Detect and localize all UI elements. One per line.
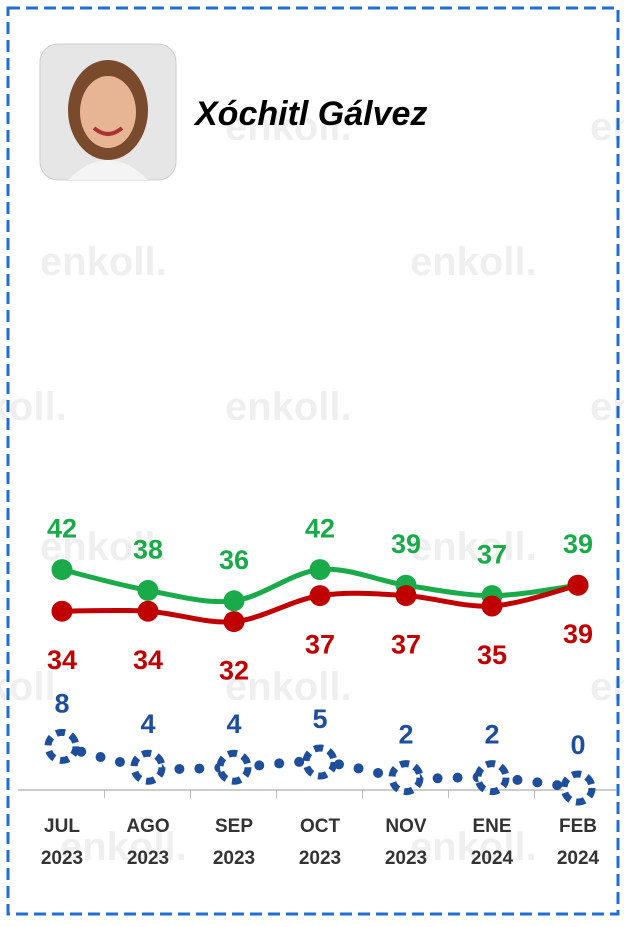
- marker: [52, 601, 73, 622]
- marker: [224, 590, 245, 611]
- marker: [138, 580, 159, 601]
- value-label: 4: [226, 709, 241, 739]
- marker: [568, 575, 589, 596]
- value-label: 2: [484, 720, 499, 750]
- marker: [48, 732, 76, 760]
- value-label: 39: [563, 619, 593, 649]
- marker: [392, 764, 420, 792]
- watermark: enkoll.: [590, 105, 624, 149]
- watermark: enkoll.: [590, 385, 624, 429]
- value-label: 42: [47, 514, 77, 544]
- portrait: [40, 44, 176, 180]
- x-tick-label: ENE: [472, 816, 511, 837]
- x-tick-label: 2024: [557, 848, 600, 869]
- marker: [134, 753, 162, 781]
- watermark: enkoll.: [410, 240, 537, 284]
- x-tick-label: SEP: [215, 816, 253, 837]
- x-tick-label: NOV: [385, 816, 427, 837]
- marker: [224, 611, 245, 632]
- value-label: 36: [219, 545, 249, 575]
- watermark: enkoll.: [410, 525, 537, 569]
- value-label: 37: [391, 630, 421, 660]
- value-label: 42: [305, 514, 335, 544]
- x-tick-label: FEB: [559, 816, 597, 837]
- value-label: 38: [133, 534, 163, 564]
- marker: [310, 585, 331, 606]
- series: 8 4 4 5 2 2 0: [48, 688, 592, 802]
- marker: [564, 774, 592, 802]
- x-tick-label: AGO: [126, 816, 169, 837]
- watermark: enkoll.: [590, 665, 624, 709]
- value-label: 39: [391, 529, 421, 559]
- x-tick-label: 2024: [471, 848, 514, 869]
- value-label: 37: [477, 540, 507, 570]
- x-tick-label: 2023: [127, 848, 169, 869]
- x-tick-label: 2023: [213, 848, 255, 869]
- x-tick-label: OCT: [300, 816, 341, 837]
- marker: [482, 596, 503, 617]
- chart: Xóchitl Gálvez enkoll.enkoll.enkoll.enko…: [0, 0, 624, 922]
- value-label: 39: [563, 529, 593, 559]
- x-tick-label: 2023: [41, 848, 83, 869]
- x-tick-label: JUL: [44, 816, 80, 837]
- value-label: 8: [54, 688, 69, 718]
- value-label: 32: [219, 656, 249, 686]
- marker: [138, 601, 159, 622]
- value-label: 2: [398, 720, 413, 750]
- value-label: 34: [47, 645, 77, 675]
- x-tick-label: 2023: [385, 848, 427, 869]
- page: Xóchitl Gálvez enkoll.enkoll.enkoll.enko…: [0, 0, 624, 922]
- marker: [396, 585, 417, 606]
- marker: [306, 748, 334, 776]
- watermark: enkoll.: [0, 385, 67, 429]
- marker: [220, 753, 248, 781]
- x-tick-label: 2023: [299, 848, 341, 869]
- watermark: enkoll.: [225, 105, 352, 149]
- value-label: 35: [477, 640, 507, 670]
- value-label: 37: [305, 630, 335, 660]
- value-label: 0: [570, 730, 585, 760]
- marker: [478, 764, 506, 792]
- value-label: 34: [133, 645, 163, 675]
- value-label: 4: [140, 709, 155, 739]
- watermark: enkoll.: [40, 240, 167, 284]
- watermark: enkoll.: [225, 385, 352, 429]
- marker: [310, 559, 331, 580]
- value-label: 5: [312, 704, 327, 734]
- marker: [52, 559, 73, 580]
